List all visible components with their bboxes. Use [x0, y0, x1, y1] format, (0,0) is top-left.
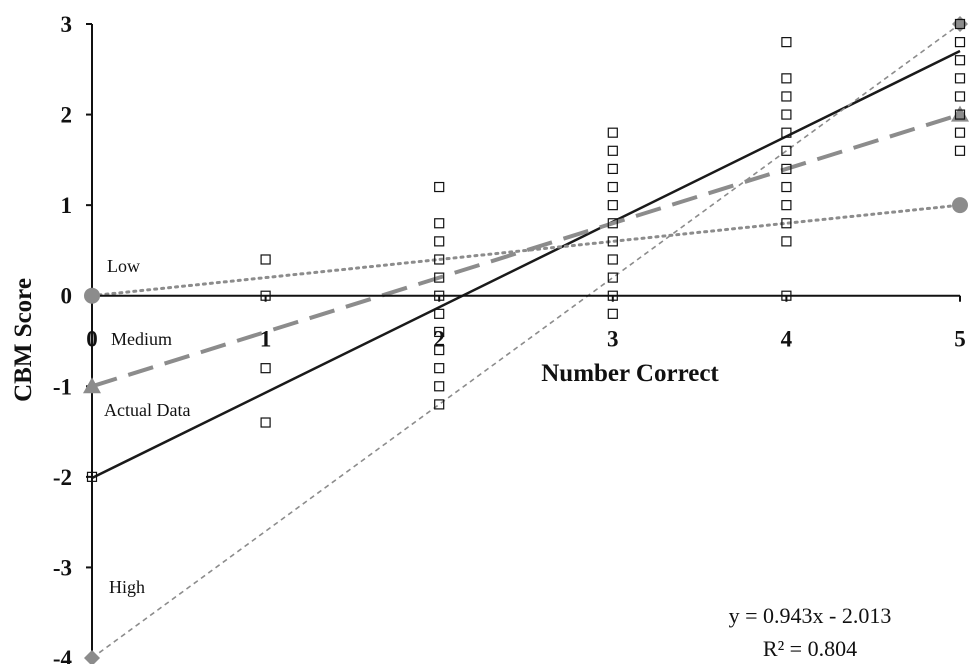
label-high: High — [109, 577, 145, 597]
actual-data-point — [781, 218, 792, 229]
actual-data-point — [607, 200, 618, 211]
actual-data-point — [434, 254, 445, 265]
actual-data-point — [954, 127, 966, 138]
marker-low — [84, 287, 100, 304]
x-tick-label: 1 — [260, 327, 272, 352]
x-tick-label: 5 — [954, 327, 966, 352]
actual-data-point — [607, 236, 618, 247]
actual-data-point — [260, 290, 271, 301]
actual-data-point — [954, 37, 966, 48]
actual-data-point — [607, 145, 618, 156]
actual-data-point — [781, 37, 792, 48]
actual-data-point — [781, 127, 792, 138]
series-line-low — [90, 203, 962, 298]
actual-data-point — [954, 18, 966, 30]
actual-data-point — [781, 91, 792, 102]
actual-data-point — [607, 218, 618, 229]
actual-data-point — [434, 181, 445, 193]
actual-data-point — [434, 218, 445, 229]
actual-data-point — [260, 417, 271, 428]
label-medium: Medium — [111, 329, 172, 349]
actual-data-point — [781, 200, 792, 211]
actual-data-point — [434, 381, 445, 392]
actual-data-point — [781, 145, 792, 156]
actual-data-point — [954, 109, 966, 120]
series-line-high — [91, 23, 961, 659]
actual-data-point — [434, 399, 445, 410]
x-tick-label: 0 — [86, 327, 98, 352]
marker-high — [84, 650, 100, 664]
x-tick-label: 4 — [781, 327, 793, 352]
actual-data-point — [434, 290, 445, 301]
actual-data-point — [781, 73, 792, 84]
label-low: Low — [107, 256, 140, 276]
y-tick-label: 0 — [61, 284, 73, 309]
y-tick-label: -4 — [53, 646, 73, 664]
y-tick-label: -1 — [53, 374, 72, 399]
marker-high — [952, 16, 968, 32]
label-actual-data: Actual Data — [104, 400, 190, 420]
actual-data-point — [434, 272, 445, 283]
actual-data-point — [260, 363, 271, 374]
series-line-medium — [91, 112, 961, 389]
r-squared: R² = 0.804 — [763, 636, 857, 661]
actual-data-point — [434, 236, 445, 247]
actual-data-point — [781, 181, 792, 193]
actual-data-point — [434, 363, 445, 374]
actual-data-point — [607, 127, 618, 138]
actual-data-point — [607, 163, 618, 175]
marker-low — [952, 197, 968, 214]
actual-data-point — [954, 73, 966, 84]
actual-data-point — [434, 344, 445, 356]
regression-equation: y = 0.943x - 2.013 — [729, 603, 892, 628]
actual-data-point — [607, 254, 618, 265]
actual-data-point — [260, 254, 271, 265]
y-tick-label: 2 — [61, 103, 73, 128]
marker-medium — [83, 377, 101, 394]
actual-data-point — [607, 181, 618, 193]
actual-data-point — [86, 471, 98, 482]
actual-data-point — [781, 236, 792, 247]
actual-data-point — [434, 308, 445, 319]
actual-data-point — [607, 272, 618, 283]
x-axis-title: Number Correct — [541, 360, 719, 387]
y-axis-title: CBM Score — [10, 278, 37, 402]
actual-data-point — [781, 290, 792, 301]
data-points — [83, 16, 969, 664]
series-line-fit — [91, 49, 961, 480]
actual-data-point — [607, 308, 618, 319]
actual-data-point — [954, 145, 966, 156]
x-tick-label: 2 — [433, 327, 445, 352]
y-tick-label: 1 — [61, 193, 73, 218]
actual-data-point — [781, 109, 792, 120]
actual-data-point — [781, 163, 792, 175]
actual-data-point — [954, 91, 966, 102]
actual-data-point — [954, 55, 966, 66]
y-tick-label: -2 — [53, 465, 72, 490]
y-tick-label: -3 — [53, 555, 72, 580]
axis-labels: Number Correct CBM Score Low Medium Actu… — [10, 256, 891, 661]
actual-data-point — [434, 326, 445, 338]
plot-lines — [90, 23, 962, 659]
x-tick-label: 3 — [607, 327, 619, 352]
actual-data-point — [607, 290, 618, 301]
y-tick-label: 3 — [61, 12, 73, 37]
axes: -4 -3 -2 -1 0 1 2 3 0 1 2 3 4 5 — [53, 12, 966, 664]
